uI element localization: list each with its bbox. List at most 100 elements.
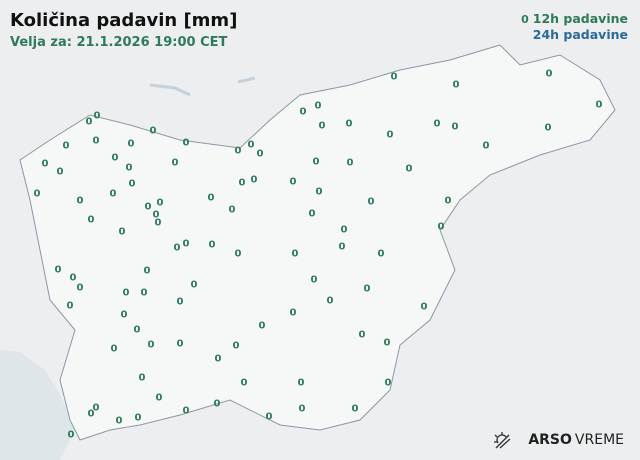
- station-value[interactable]: 0: [110, 343, 118, 355]
- station-value[interactable]: 0: [291, 248, 299, 260]
- legend-24h[interactable]: 24h padavine: [521, 27, 628, 42]
- station-value[interactable]: 0: [133, 324, 141, 336]
- station-value[interactable]: 0: [140, 287, 148, 299]
- station-value[interactable]: 0: [92, 402, 100, 414]
- station-value[interactable]: 0: [595, 99, 603, 111]
- station-value[interactable]: 0: [156, 197, 164, 209]
- station-value[interactable]: 0: [173, 242, 181, 254]
- station-value[interactable]: 0: [208, 239, 216, 251]
- station-value[interactable]: 0: [152, 209, 160, 221]
- station-value[interactable]: 0: [451, 121, 459, 133]
- station-value[interactable]: 0: [144, 201, 152, 213]
- station-value[interactable]: 0: [171, 157, 179, 169]
- station-value[interactable]: 0: [420, 301, 428, 313]
- station-value[interactable]: 0: [247, 139, 255, 151]
- station-value[interactable]: 0: [143, 265, 151, 277]
- station-value[interactable]: 0: [289, 176, 297, 188]
- station-value[interactable]: 0: [234, 248, 242, 260]
- station-value[interactable]: 0: [358, 329, 366, 341]
- station-value[interactable]: 0: [234, 145, 242, 157]
- station-value[interactable]: 0: [87, 408, 95, 420]
- station-value[interactable]: 0: [87, 214, 95, 226]
- station-value[interactable]: 0: [299, 106, 307, 118]
- station-value[interactable]: 0: [127, 138, 135, 150]
- station-value[interactable]: 0: [62, 140, 70, 152]
- station-value[interactable]: 0: [33, 188, 41, 200]
- station-value[interactable]: 0: [384, 377, 392, 389]
- station-value[interactable]: 0: [125, 162, 133, 174]
- station-value[interactable]: 0: [386, 129, 394, 141]
- station-value[interactable]: 0: [346, 157, 354, 169]
- station-value[interactable]: 0: [118, 226, 126, 238]
- station-value[interactable]: 0: [545, 68, 553, 80]
- station-value[interactable]: 0: [214, 353, 222, 365]
- station-value[interactable]: 0: [250, 174, 258, 186]
- station-value[interactable]: 0: [115, 415, 123, 427]
- station-value[interactable]: 0: [111, 152, 119, 164]
- station-value[interactable]: 0: [289, 307, 297, 319]
- station-value[interactable]: 0: [66, 300, 74, 312]
- station-value[interactable]: 0: [76, 282, 84, 294]
- station-value[interactable]: 0: [176, 338, 184, 350]
- station-value[interactable]: 0: [54, 264, 62, 276]
- station-value[interactable]: 0: [433, 118, 441, 130]
- station-value[interactable]: 0: [67, 429, 75, 441]
- station-value[interactable]: 0: [390, 71, 398, 83]
- station-value[interactable]: 0: [134, 412, 142, 424]
- station-value[interactable]: 0: [367, 196, 375, 208]
- station-value[interactable]: 0: [310, 274, 318, 286]
- station-value[interactable]: 0: [182, 405, 190, 417]
- station-value[interactable]: 0: [298, 403, 306, 415]
- station-value[interactable]: 0: [437, 221, 445, 233]
- station-value[interactable]: 0: [207, 192, 215, 204]
- station-value[interactable]: 0: [109, 188, 117, 200]
- station-value[interactable]: 0: [405, 163, 413, 175]
- station-value[interactable]: 0: [318, 120, 326, 132]
- station-value[interactable]: 0: [256, 148, 264, 160]
- station-value[interactable]: 0: [85, 116, 93, 128]
- station-value[interactable]: 0: [326, 295, 334, 307]
- station-value[interactable]: 0: [340, 224, 348, 236]
- station-value[interactable]: 0: [69, 272, 77, 284]
- station-value[interactable]: 0: [544, 122, 552, 134]
- station-value[interactable]: 0: [155, 392, 163, 404]
- station-value[interactable]: 0: [265, 411, 273, 423]
- station-value[interactable]: 0: [308, 208, 316, 220]
- legend-12h[interactable]: 0 12h padavine: [521, 11, 628, 27]
- station-value[interactable]: 0: [238, 177, 246, 189]
- station-value[interactable]: 0: [444, 195, 452, 207]
- station-value[interactable]: 0: [383, 337, 391, 349]
- station-value[interactable]: 0: [377, 248, 385, 260]
- station-value[interactable]: 0: [41, 158, 49, 170]
- station-value[interactable]: 0: [228, 204, 236, 216]
- station-value[interactable]: 0: [351, 403, 359, 415]
- station-value[interactable]: 0: [147, 339, 155, 351]
- station-value[interactable]: 0: [182, 137, 190, 149]
- station-value[interactable]: 0: [297, 377, 305, 389]
- station-value[interactable]: 0: [345, 118, 353, 130]
- station-value[interactable]: 0: [182, 238, 190, 250]
- station-value[interactable]: 0: [190, 279, 198, 291]
- station-value[interactable]: 0: [76, 195, 84, 207]
- station-value[interactable]: 0: [258, 320, 266, 332]
- station-value[interactable]: 0: [363, 283, 371, 295]
- station-value[interactable]: 0: [176, 296, 184, 308]
- station-value[interactable]: 0: [92, 135, 100, 147]
- station-value[interactable]: 0: [315, 186, 323, 198]
- station-value[interactable]: 0: [314, 100, 322, 112]
- station-value[interactable]: 0: [128, 178, 136, 190]
- station-value[interactable]: 0: [312, 156, 320, 168]
- station-value[interactable]: 0: [56, 166, 64, 178]
- station-value[interactable]: 0: [240, 377, 248, 389]
- station-value[interactable]: 0: [213, 398, 221, 410]
- station-value[interactable]: 0: [138, 372, 146, 384]
- station-value[interactable]: 0: [338, 241, 346, 253]
- station-value[interactable]: 0: [452, 79, 460, 91]
- station-value[interactable]: 0: [482, 140, 490, 152]
- station-value[interactable]: 0: [122, 287, 130, 299]
- station-value[interactable]: 0: [149, 125, 157, 137]
- station-value[interactable]: 0: [93, 110, 101, 122]
- station-value[interactable]: 0: [120, 309, 128, 321]
- station-value[interactable]: 0: [232, 340, 240, 352]
- station-value[interactable]: 0: [154, 217, 162, 229]
